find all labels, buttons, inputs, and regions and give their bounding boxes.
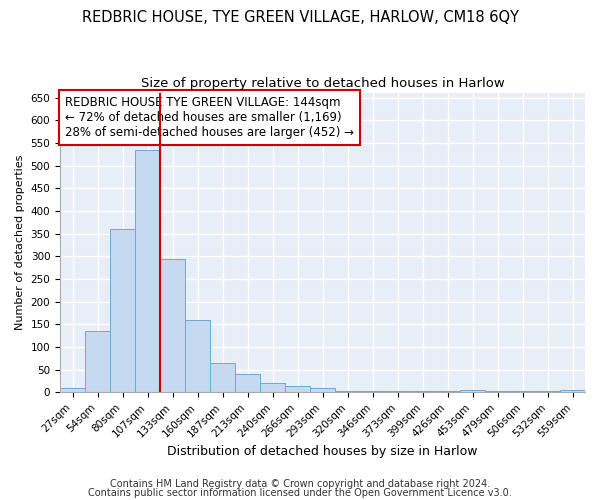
Bar <box>160 258 185 392</box>
Y-axis label: Number of detached properties: Number of detached properties <box>15 155 25 330</box>
Text: REDBRIC HOUSE TYE GREEN VILLAGE: 144sqm
← 72% of detached houses are smaller (1,: REDBRIC HOUSE TYE GREEN VILLAGE: 144sqm … <box>65 96 354 139</box>
Bar <box>235 374 260 392</box>
Bar <box>435 391 460 392</box>
Bar <box>360 391 385 392</box>
Title: Size of property relative to detached houses in Harlow: Size of property relative to detached ho… <box>140 78 505 90</box>
Bar <box>210 363 235 392</box>
X-axis label: Distribution of detached houses by size in Harlow: Distribution of detached houses by size … <box>167 444 478 458</box>
Bar <box>60 388 85 392</box>
Text: Contains HM Land Registry data © Crown copyright and database right 2024.: Contains HM Land Registry data © Crown c… <box>110 479 490 489</box>
Bar <box>285 386 310 392</box>
Bar <box>335 391 360 392</box>
Bar <box>410 391 435 392</box>
Bar <box>185 320 210 392</box>
Text: Contains public sector information licensed under the Open Government Licence v3: Contains public sector information licen… <box>88 488 512 498</box>
Bar <box>260 384 285 392</box>
Bar <box>460 390 485 392</box>
Bar <box>85 331 110 392</box>
Bar <box>535 391 560 392</box>
Bar <box>485 391 510 392</box>
Bar <box>510 391 535 392</box>
Bar <box>310 388 335 392</box>
Bar <box>385 391 410 392</box>
Bar <box>110 229 135 392</box>
Bar <box>560 390 585 392</box>
Bar <box>135 150 160 392</box>
Text: REDBRIC HOUSE, TYE GREEN VILLAGE, HARLOW, CM18 6QY: REDBRIC HOUSE, TYE GREEN VILLAGE, HARLOW… <box>82 10 518 25</box>
